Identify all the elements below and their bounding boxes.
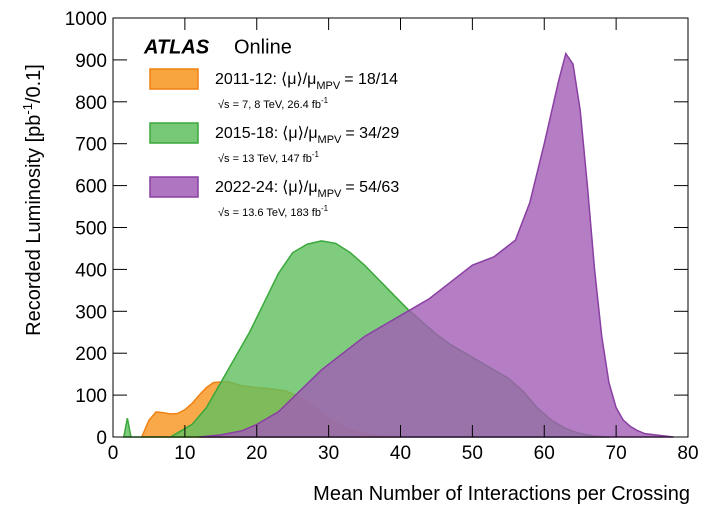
legend-energy-text: √s = 13 TeV, 147 fb: [218, 153, 312, 165]
y-tick-label: 0: [96, 428, 107, 449]
x-tick-label: 0: [108, 443, 119, 464]
legend-swatch: [149, 176, 199, 198]
y-tick-label: 400: [75, 260, 107, 281]
x-tick-label: 10: [174, 443, 195, 464]
legend-ratio: = 54/63: [345, 179, 399, 196]
y-tick-label: 600: [75, 177, 107, 198]
y-title-sup: -1: [20, 103, 35, 115]
x-tick-label: 80: [677, 443, 698, 464]
x-tick-label: 40: [390, 443, 411, 464]
y-title-main: Recorded Luminosity [pb: [23, 115, 45, 336]
legend-label: 2011-12: ⟨μ⟩/μMPV = 18/14: [215, 71, 398, 92]
legend-mu-sub: MPV: [318, 134, 343, 146]
y-title-tail: /0.1]: [23, 64, 45, 103]
legend-energy-sup: -1: [321, 204, 329, 213]
legend-energy: √s = 13 TeV, 147 fb-1: [218, 150, 319, 165]
legend-name: 2015-18:: [215, 125, 278, 142]
legend-name: 2011-12:: [215, 71, 277, 88]
subtitle: Online: [234, 36, 292, 58]
x-tick-label: 60: [534, 443, 555, 464]
legend-energy-text: √s = 7, 8 TeV, 26.4 fb: [218, 99, 321, 111]
legend-mu: ⟨μ⟩/μ: [281, 71, 316, 88]
y-tick-label: 1000: [65, 9, 107, 30]
x-tick-label: 20: [246, 443, 267, 464]
y-tick-label: 800: [75, 93, 107, 114]
legend-swatch: [149, 68, 199, 90]
legend-mu-sub: MPV: [318, 188, 343, 200]
legend-energy-sup: -1: [321, 96, 329, 105]
y-axis-title: Recorded Luminosity [pb-1/0.1]: [20, 64, 45, 336]
y-tick-label: 900: [75, 51, 107, 72]
y-tick-label: 500: [75, 219, 107, 240]
legend-label: 2022-24: ⟨μ⟩/μMPV = 54/63: [215, 179, 399, 200]
area: [199, 51, 674, 438]
legend-energy: √s = 13.6 TeV, 183 fb-1: [218, 204, 329, 219]
x-axis-title: Mean Number of Interactions per Crossing: [313, 483, 690, 505]
legend-energy-text: √s = 13.6 TeV, 183 fb: [218, 207, 321, 219]
x-tick-label: 50: [462, 443, 483, 464]
legend-ratio: = 34/29: [345, 125, 399, 142]
plot-area: [122, 51, 674, 438]
legend-mu: ⟨μ⟩/μ: [282, 125, 317, 142]
legend-mu-sub: MPV: [316, 80, 341, 92]
legend-label: 2015-18: ⟨μ⟩/μMPV = 34/29: [215, 125, 399, 146]
y-tick-label: 700: [75, 135, 107, 156]
legend-mu: ⟨μ⟩/μ: [282, 179, 317, 196]
brand: ATLAS: [143, 36, 210, 58]
legend-swatch: [149, 122, 199, 144]
x-tick-label: 30: [318, 443, 339, 464]
legend-energy-sup: -1: [312, 150, 320, 159]
y-tick-label: 100: [75, 386, 107, 407]
legend-name: 2022-24:: [215, 179, 278, 196]
x-tick-label: 70: [606, 443, 627, 464]
y-tick-label: 200: [75, 344, 107, 365]
y-tick-label: 300: [75, 302, 107, 323]
legend-ratio: = 18/14: [344, 71, 398, 88]
legend-energy: √s = 7, 8 TeV, 26.4 fb-1: [218, 96, 329, 111]
